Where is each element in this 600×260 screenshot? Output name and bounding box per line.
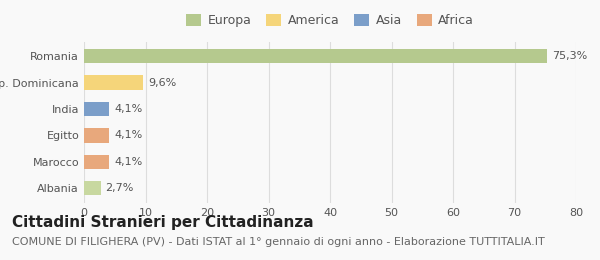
- Text: COMUNE DI FILIGHERA (PV) - Dati ISTAT al 1° gennaio di ogni anno - Elaborazione : COMUNE DI FILIGHERA (PV) - Dati ISTAT al…: [12, 237, 545, 246]
- Bar: [84, 102, 109, 116]
- Bar: [84, 128, 109, 143]
- Bar: [84, 181, 101, 196]
- Bar: [84, 75, 143, 90]
- Text: 9,6%: 9,6%: [148, 77, 176, 88]
- Text: 75,3%: 75,3%: [552, 51, 587, 61]
- Text: Cittadini Stranieri per Cittadinanza: Cittadini Stranieri per Cittadinanza: [12, 214, 314, 230]
- Text: 2,7%: 2,7%: [106, 183, 134, 193]
- Text: 4,1%: 4,1%: [114, 157, 142, 167]
- Bar: [84, 154, 109, 169]
- Text: 4,1%: 4,1%: [114, 104, 142, 114]
- Legend: Europa, America, Asia, Africa: Europa, America, Asia, Africa: [181, 9, 479, 32]
- Bar: [84, 49, 547, 63]
- Text: 4,1%: 4,1%: [114, 131, 142, 140]
